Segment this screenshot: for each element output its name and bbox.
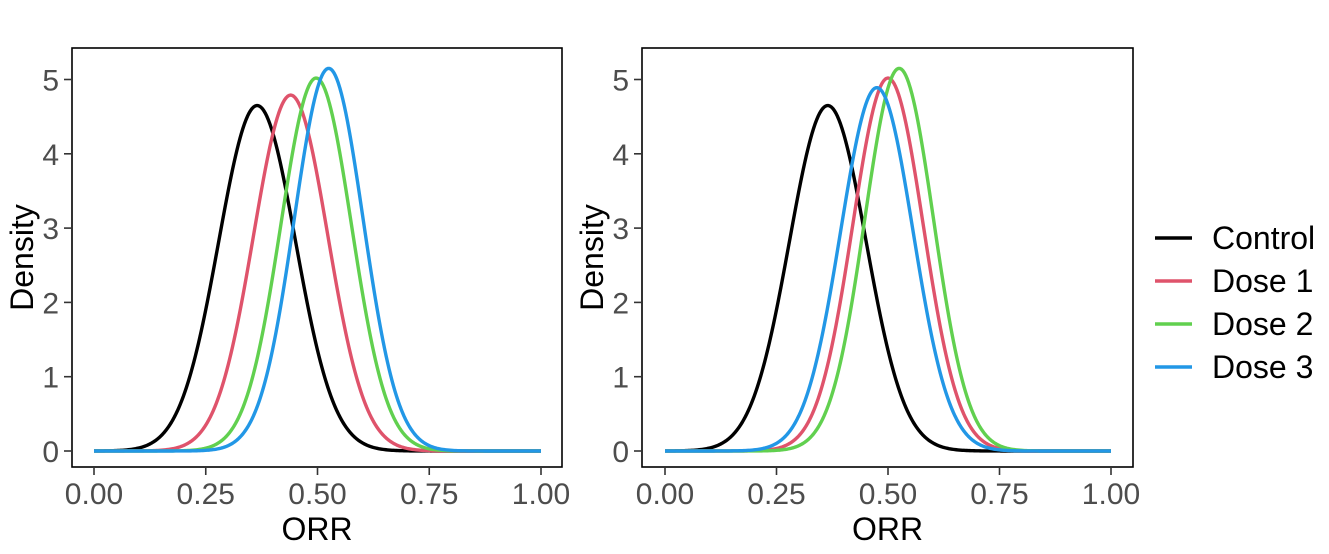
x-tick-label: 1.00 [512,478,570,511]
series-line-dose-2 [664,66,1112,453]
panel-border [71,47,563,468]
x-tick-label: 0.75 [970,478,1028,511]
y-tick-label: 1 [42,362,59,395]
series-line-control [664,103,1112,453]
legend-label-control: Control [1212,220,1315,256]
y-axis-title: Density [574,204,610,311]
series-line-dose-1 [664,76,1112,453]
legend-label-dose-3: Dose 3 [1212,349,1313,385]
y-axis-title: Density [4,204,40,311]
series-line-dose-3 [664,86,1112,453]
panel-border [641,47,1134,468]
x-tick-label: 0.25 [747,478,805,511]
x-tick-label: 0.00 [65,478,123,511]
y-tick-label: 3 [42,213,59,246]
series-line-dose-1 [93,93,542,453]
y-tick-label: 2 [42,287,59,320]
y-tick-label: 0 [42,436,59,469]
series-line-dose-2 [93,76,542,453]
y-tick-label: 3 [612,213,629,246]
y-tick-label: 5 [42,65,59,98]
y-tick-label: 1 [612,362,629,395]
y-tick-label: 5 [612,65,629,98]
legend-label-dose-2: Dose 2 [1212,306,1313,342]
y-tick-label: 0 [612,436,629,469]
x-axis-title: ORR [852,511,923,547]
legend: Control Dose 1 Dose 2 Dose 3 [1155,220,1315,385]
x-axis-title: ORR [281,511,352,547]
left-panel: 0.00 0.25 0.50 0.75 1.00 0 1 2 3 4 5 ORR Density [4,47,570,547]
x-tick-label: 0.25 [177,478,235,511]
legend-label-dose-1: Dose 1 [1212,263,1313,299]
y-tick-label: 4 [42,139,59,172]
x-tick-label: 0.75 [400,478,458,511]
x-tick-label: 0.50 [288,478,346,511]
y-tick-label: 4 [612,139,629,172]
right-panel: 0.00 0.25 0.50 0.75 1.00 0 1 2 3 4 5 ORR Density [574,47,1140,547]
y-tick-label: 2 [612,287,629,320]
x-tick-label: 0.00 [636,478,694,511]
series-line-dose-3 [93,66,542,453]
x-tick-label: 1.00 [1082,478,1140,511]
series-line-control [93,103,542,453]
x-tick-label: 0.50 [859,478,917,511]
